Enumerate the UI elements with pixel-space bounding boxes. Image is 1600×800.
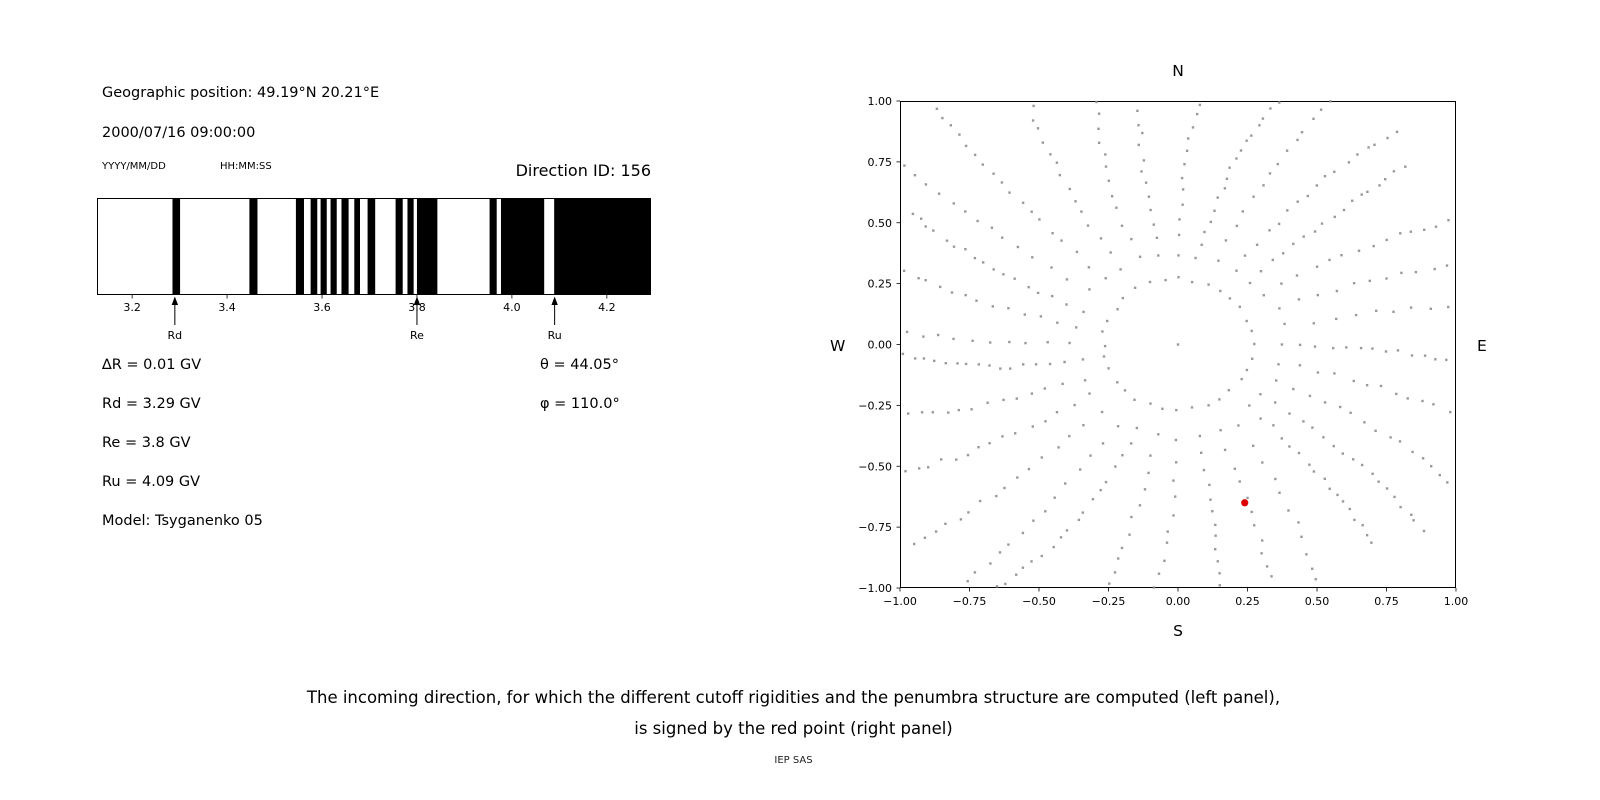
penumbra-x-ticks: 3.2 3.4 3.6 3.8 4.0 4.2 [123, 295, 616, 314]
param-model: Model: Tsyganenko 05 [102, 513, 263, 529]
svg-text:−1.00: −1.00 [883, 595, 917, 608]
param-rd: Rd = 3.29 GV [102, 396, 201, 412]
svg-text:0.50: 0.50 [868, 217, 893, 230]
svg-text:4.0: 4.0 [503, 301, 521, 314]
credit-text: IEP SAS [774, 755, 813, 766]
direction-x-ticks: −1.00 −0.75 −0.50 −0.25 0.00 0.25 0.50 0.75 1.00 [883, 588, 1468, 608]
asymptotic-direction-dots [901, 100, 1452, 589]
caption-line-1: The incoming direction, for which the di… [306, 688, 1281, 707]
svg-text:3.2: 3.2 [123, 301, 141, 314]
date-format-label: YYYY/MM/DD [102, 161, 166, 172]
param-re: Re = 3.8 GV [102, 435, 191, 451]
svg-text:−0.75: −0.75 [858, 521, 892, 534]
svg-text:0.75: 0.75 [868, 156, 893, 169]
param-ru: Ru = 4.09 GV [102, 474, 201, 490]
penumbra-bands [172, 198, 651, 295]
param-phi: φ = 110.0° [540, 396, 620, 412]
param-delta-r: ∆R = 0.01 GV [102, 357, 202, 373]
caption-line-2: is signed by the red point (right panel) [634, 719, 953, 738]
svg-text:Re: Re [410, 329, 424, 342]
svg-text:0.25: 0.25 [1235, 595, 1260, 608]
svg-text:Ru: Ru [548, 329, 562, 342]
svg-text:−1.00: −1.00 [858, 582, 892, 595]
compass-west-label: W [830, 337, 846, 355]
svg-text:3.6: 3.6 [313, 301, 331, 314]
svg-text:0.50: 0.50 [1305, 595, 1330, 608]
svg-text:0.75: 0.75 [1374, 595, 1399, 608]
time-format-label: HH:MM:SS [220, 161, 272, 172]
svg-text:0.00: 0.00 [1166, 595, 1191, 608]
svg-text:4.2: 4.2 [598, 301, 616, 314]
compass-east-label: E [1477, 337, 1487, 355]
direction-axis-box [900, 101, 1456, 588]
direction-plot: −1.00 −0.75 −0.50 −0.25 0.00 0.25 0.50 0.75 1.00… [858, 95, 1468, 608]
svg-text:1.00: 1.00 [868, 95, 893, 108]
direction-id-label: Direction ID: 156 [515, 161, 651, 180]
red-direction-point [1241, 499, 1249, 507]
direction-y-ticks: −1.00 −0.75 −0.50 −0.25 0.00 0.25 0.50 0.75 1.00 [858, 95, 900, 595]
svg-text:1.00: 1.00 [1444, 595, 1469, 608]
svg-text:−0.50: −0.50 [858, 460, 892, 473]
cutoff-markers: Rd Re Ru [168, 296, 562, 342]
penumbra-axis-box [97, 198, 651, 295]
geo-position-text: Geographic position: 49.19°N 20.21°E [102, 85, 380, 101]
datetime-text: 2000/07/16 09:00:00 [102, 125, 256, 141]
svg-text:−0.75: −0.75 [953, 595, 987, 608]
svg-text:−0.50: −0.50 [1022, 595, 1056, 608]
penumbra-plot: 3.2 3.4 3.6 3.8 4.0 4.2Rd Re Ru [97, 198, 651, 342]
compass-north-label: N [1172, 62, 1184, 80]
svg-text:3.4: 3.4 [218, 301, 236, 314]
svg-text:0.00: 0.00 [868, 339, 893, 352]
svg-text:−0.25: −0.25 [1092, 595, 1126, 608]
svg-text:0.25: 0.25 [868, 278, 893, 291]
svg-text:Rd: Rd [168, 329, 183, 342]
svg-text:−0.25: −0.25 [858, 399, 892, 412]
compass-south-label: S [1173, 622, 1183, 640]
param-theta: θ = 44.05° [540, 357, 619, 373]
